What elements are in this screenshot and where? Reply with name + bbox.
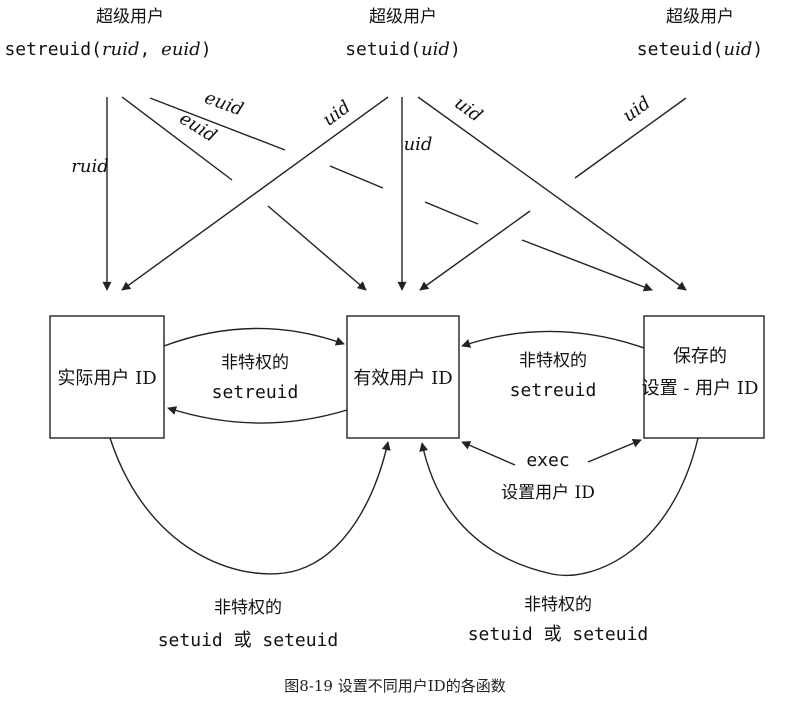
superuser-label-right: 超级用户	[666, 7, 734, 27]
seteuid-close: )	[752, 39, 763, 60]
arc-saved-to-effective	[419, 437, 699, 576]
arrow-saved-to-effective	[461, 330, 645, 349]
label-euid-lower: euid	[176, 108, 221, 147]
box-effective-user-id-label: 有效用户 ID	[353, 368, 452, 389]
figure-caption: 图8-19 设置不同用户ID的各函数	[284, 677, 505, 695]
arrow-setreuid-euid-seg2	[267, 205, 367, 291]
label-uid-diag: uid	[450, 93, 486, 127]
label-euid-upper: euid	[202, 87, 246, 120]
arrow-setreuid-euid-alt-seg2	[329, 165, 384, 189]
arrow-setreuid-euid-alt-seg3	[424, 201, 479, 225]
setuid-close: )	[450, 39, 461, 60]
label-ruid: ruid	[71, 156, 108, 177]
label-bottom-right-line1: 非特权的	[524, 595, 592, 615]
arrow-seteuid-seg1	[574, 97, 687, 179]
box-real-user-id	[49, 315, 165, 439]
seteuid-func: seteuid(	[637, 39, 724, 60]
setreuid-signature: setreuid(ruid, euid)	[4, 39, 211, 60]
superuser-label-left: 超级用户	[96, 7, 164, 27]
box-real-user-id-label: 实际用户 ID	[57, 368, 156, 389]
label-right-pair-line2: setreuid	[510, 380, 597, 401]
setreuid-close: )	[201, 39, 212, 60]
setreuid-arg-ruid: ruid	[102, 39, 139, 60]
label-left-pair-line1: 非特权的	[221, 353, 289, 373]
arrow-exec-to-effective	[461, 441, 516, 466]
arrow-setuid-to-real	[121, 96, 389, 291]
setuid-signature: setuid(uid)	[345, 39, 461, 60]
seteuid-signature: seteuid(uid)	[637, 39, 763, 60]
arrow-real-to-effective	[163, 327, 345, 347]
label-bottom-right-line2: setuid 或 seteuid	[468, 624, 649, 645]
arrow-setreuid-euid-alt-seg1	[149, 97, 286, 151]
label-left-pair-line2: setreuid	[212, 382, 299, 403]
setreuid-func: setreuid(	[4, 39, 102, 60]
label-right-pair-line1: 非特权的	[519, 351, 587, 371]
setreuid-sep: ,	[139, 39, 161, 60]
label-bottom-left-line2: setuid 或 seteuid	[158, 630, 339, 651]
seteuid-arg: uid	[723, 39, 752, 60]
arrow-setuid-to-saved	[417, 96, 687, 291]
label-exec: exec	[526, 450, 569, 471]
setuid-arg: uid	[421, 39, 450, 60]
arrow-setreuid-euid-alt-seg4	[521, 239, 653, 292]
label-uid-down: uid	[404, 134, 433, 155]
setreuid-arg-euid: euid	[161, 39, 201, 60]
box-saved-label-line2: 设置 - 用户 ID	[642, 378, 759, 399]
arc-real-to-effective	[109, 437, 391, 575]
superuser-label-middle: 超级用户	[369, 7, 437, 27]
arrow-exec-to-saved	[587, 438, 642, 463]
label-exec-set-user-id: 设置用户 ID	[501, 483, 595, 503]
label-bottom-left-line1: 非特权的	[214, 598, 282, 618]
box-saved-set-user-id	[643, 315, 765, 439]
label-uid-right: uid	[619, 93, 655, 127]
arrow-setreuid-euid-seg1	[121, 96, 233, 181]
box-saved-label-line1: 保存的	[673, 346, 727, 367]
setuid-func: setuid(	[345, 39, 421, 60]
box-effective-user-id	[346, 315, 460, 439]
arrow-effective-to-real	[167, 406, 348, 424]
arrow-seteuid-seg2	[419, 210, 531, 291]
